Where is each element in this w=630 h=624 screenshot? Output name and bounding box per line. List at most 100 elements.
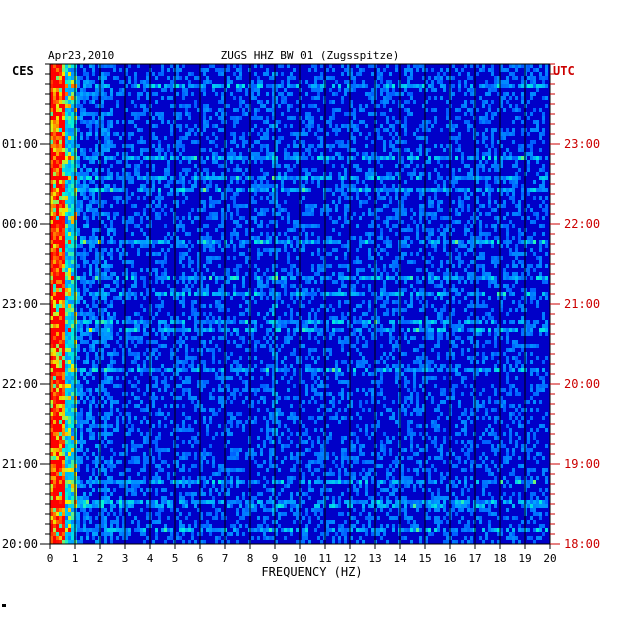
heatmap-cell [233, 64, 236, 68]
heatmap-cell [515, 116, 518, 120]
heatmap-cell [251, 88, 254, 92]
heatmap-cell [71, 64, 74, 68]
heatmap-cell [65, 312, 68, 316]
heatmap-cell [425, 332, 428, 336]
heatmap-cell [332, 156, 335, 160]
heatmap-cell [296, 152, 299, 156]
heatmap-cell [164, 336, 167, 340]
heatmap-cell [383, 288, 386, 292]
heatmap-cell [488, 176, 491, 180]
heatmap-cell [401, 220, 404, 224]
heatmap-cell [104, 336, 107, 340]
heatmap-cell [230, 332, 233, 336]
heatmap-cell [110, 140, 113, 144]
heatmap-cell [164, 172, 167, 176]
heatmap-cell [137, 336, 140, 340]
heatmap-cell [497, 292, 500, 296]
heatmap-cell [431, 304, 434, 308]
heatmap-cell [314, 224, 317, 228]
heatmap-cell [272, 340, 275, 344]
heatmap-cell [194, 316, 197, 320]
heatmap-cell [188, 280, 191, 284]
heatmap-cell [68, 316, 71, 320]
heatmap-cell [236, 120, 239, 124]
heatmap-cell [62, 172, 65, 176]
heatmap-cell [257, 240, 260, 244]
heatmap-cell [152, 328, 155, 332]
heatmap-cell [464, 112, 467, 116]
heatmap-cell [533, 156, 536, 160]
heatmap-cell [542, 188, 545, 192]
heatmap-cell [53, 276, 56, 280]
heatmap-cell [470, 240, 473, 244]
heatmap-cell [68, 212, 71, 216]
heatmap-cell [170, 152, 173, 156]
heatmap-cell [101, 316, 104, 320]
heatmap-cell [332, 116, 335, 120]
heatmap-cell [59, 332, 62, 336]
heatmap-cell [134, 80, 137, 84]
heatmap-cell [236, 164, 239, 168]
heatmap-cell [419, 84, 422, 88]
heatmap-cell [167, 96, 170, 100]
heatmap-cell [191, 276, 194, 280]
heatmap-cell [68, 164, 71, 168]
heatmap-cell [389, 124, 392, 128]
heatmap-cell [68, 172, 71, 176]
heatmap-cell [509, 220, 512, 224]
heatmap-cell [332, 308, 335, 312]
heatmap-cell [206, 68, 209, 72]
heatmap-cell [230, 196, 233, 200]
heatmap-cell [221, 320, 224, 324]
heatmap-cell [92, 232, 95, 236]
heatmap-cell [500, 204, 503, 208]
heatmap-cell [185, 132, 188, 136]
heatmap-cell [107, 156, 110, 160]
heatmap-cell [263, 212, 266, 216]
heatmap-cell [77, 176, 80, 180]
heatmap-cell [197, 292, 200, 296]
heatmap-cell [458, 336, 461, 340]
heatmap-cell [89, 92, 92, 96]
heatmap-cell [62, 192, 65, 196]
heatmap-cell [446, 260, 449, 264]
heatmap-cell [353, 80, 356, 84]
heatmap-cell [77, 292, 80, 296]
heatmap-cell [104, 276, 107, 280]
heatmap-cell [404, 236, 407, 240]
heatmap-cell [143, 244, 146, 248]
heatmap-cell [470, 76, 473, 80]
heatmap-cell [254, 200, 257, 204]
heatmap-cell [338, 276, 341, 280]
heatmap-cell [242, 296, 245, 300]
heatmap-cell [293, 176, 296, 180]
heatmap-cell [107, 132, 110, 136]
heatmap-cell [326, 120, 329, 124]
heatmap-cell [65, 192, 68, 196]
heatmap-cell [410, 96, 413, 100]
heatmap-cell [338, 176, 341, 180]
heatmap-cell [194, 172, 197, 176]
heatmap-cell [431, 228, 434, 232]
heatmap-cell [359, 84, 362, 88]
heatmap-cell [470, 328, 473, 332]
heatmap-cell [347, 128, 350, 132]
heatmap-cell [236, 176, 239, 180]
heatmap-cell [65, 108, 68, 112]
heatmap-cell [452, 332, 455, 336]
heatmap-cell [113, 272, 116, 276]
heatmap-cell [440, 216, 443, 220]
heatmap-cell [407, 236, 410, 240]
heatmap-cell [104, 340, 107, 344]
heatmap-cell [503, 268, 506, 272]
heatmap-cell [503, 320, 506, 324]
heatmap-cell [389, 264, 392, 268]
heatmap-cell [281, 188, 284, 192]
heatmap-cell [221, 116, 224, 120]
heatmap-cell [137, 196, 140, 200]
heatmap-cell [302, 176, 305, 180]
heatmap-cell [83, 252, 86, 256]
heatmap-cell [53, 272, 56, 276]
heatmap-cell [497, 164, 500, 168]
heatmap-cell [263, 120, 266, 124]
